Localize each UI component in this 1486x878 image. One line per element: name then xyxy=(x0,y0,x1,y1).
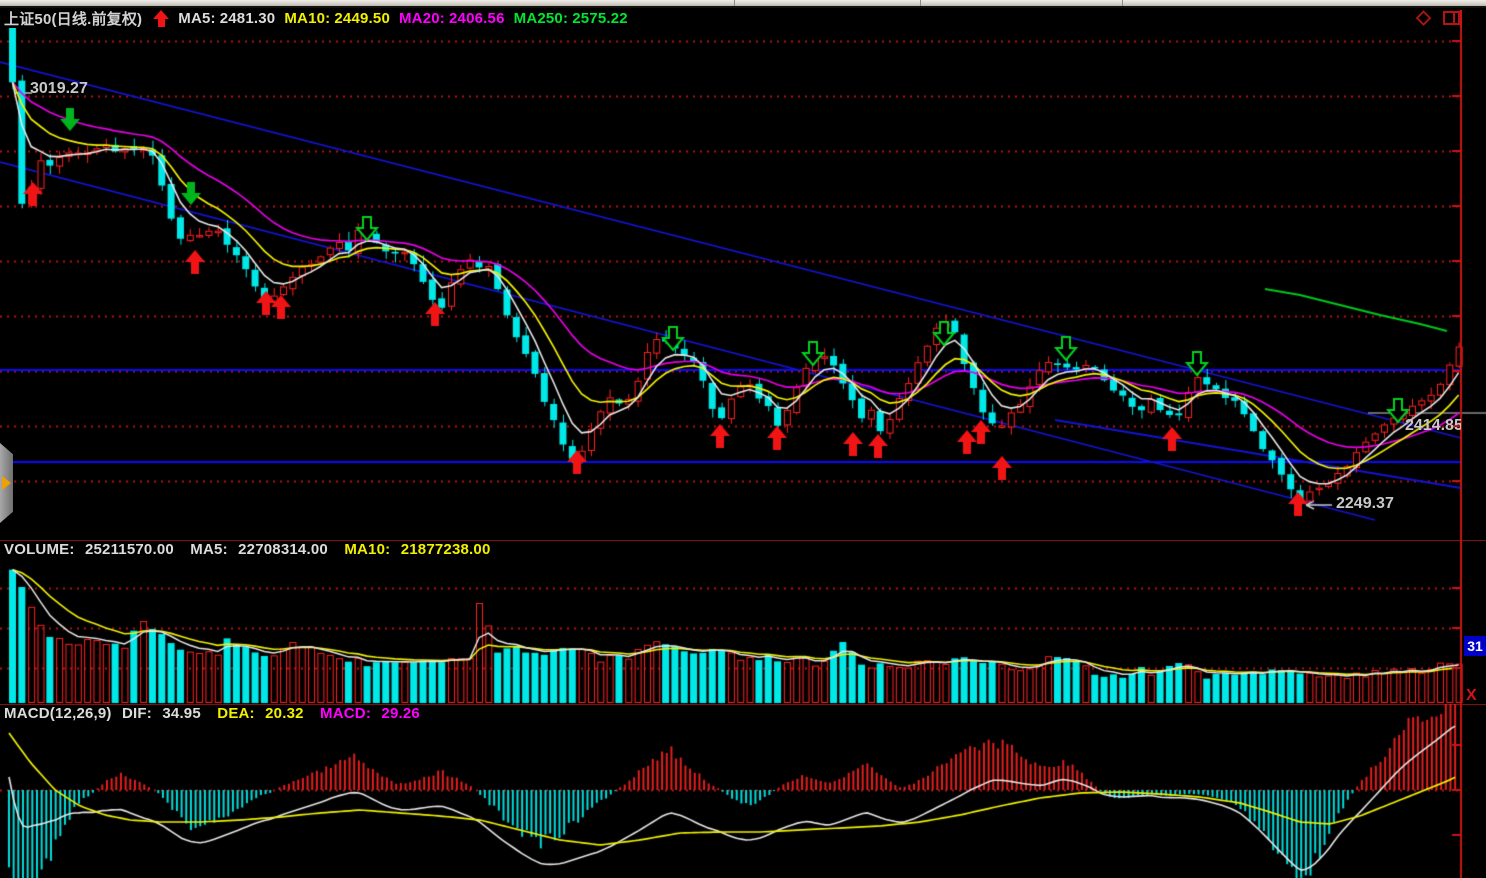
expand-arrow-icon xyxy=(2,476,11,490)
symbol-title: 上证50(日线.前复权) xyxy=(4,10,143,28)
volume-caption: VOLUME: 25211570.00 MA5: 22708314.00 MA1… xyxy=(4,541,491,558)
volume-canvas[interactable] xyxy=(0,540,1486,704)
kline-canvas[interactable] xyxy=(0,28,1486,540)
macd-caption: MACD(12,26,9) DIF: 34.95 DEA: 20.32 MACD… xyxy=(4,705,420,722)
ma20-readout: MA20: 2406.56 xyxy=(398,9,505,27)
strip-separator xyxy=(1122,0,1123,6)
swing-high-label: 3019.27 xyxy=(30,80,88,97)
volume-axis-scale-badge: 31 xyxy=(1464,636,1486,656)
swing-low-label: 2249.37 xyxy=(1336,495,1394,512)
strip-separator xyxy=(734,0,735,6)
kline-pane xyxy=(0,28,1486,540)
macd-canvas[interactable] xyxy=(0,704,1486,878)
volume-pane: VOLUME: 25211570.00 MA5: 22708314.00 MA1… xyxy=(0,540,1486,704)
sidebar-expand-handle[interactable] xyxy=(0,443,13,523)
last-price-label: 2414.85 xyxy=(1405,417,1461,434)
window-top-strip xyxy=(0,0,1486,8)
macd-pane: MACD(12,26,9) DIF: 34.95 DEA: 20.32 MACD… xyxy=(0,704,1486,878)
ma5-readout: MA5: 2481.30 xyxy=(178,9,276,27)
strip-separator xyxy=(920,0,921,6)
axis-multiplier-marker: X xyxy=(1466,687,1477,704)
chart-header: 上证50(日线.前复权) MA5: 2481.30 MA10: 2449.50 MA… xyxy=(0,8,1486,28)
ma250-readout: MA250: 2575.22 xyxy=(513,9,628,27)
up-arrow-icon xyxy=(153,9,170,27)
ma10-readout: MA10: 2449.50 xyxy=(284,9,390,27)
price-axis-line xyxy=(1460,10,1462,28)
window-icon[interactable] xyxy=(1443,11,1460,25)
diamond-icon[interactable]: ◇ xyxy=(1416,7,1431,28)
